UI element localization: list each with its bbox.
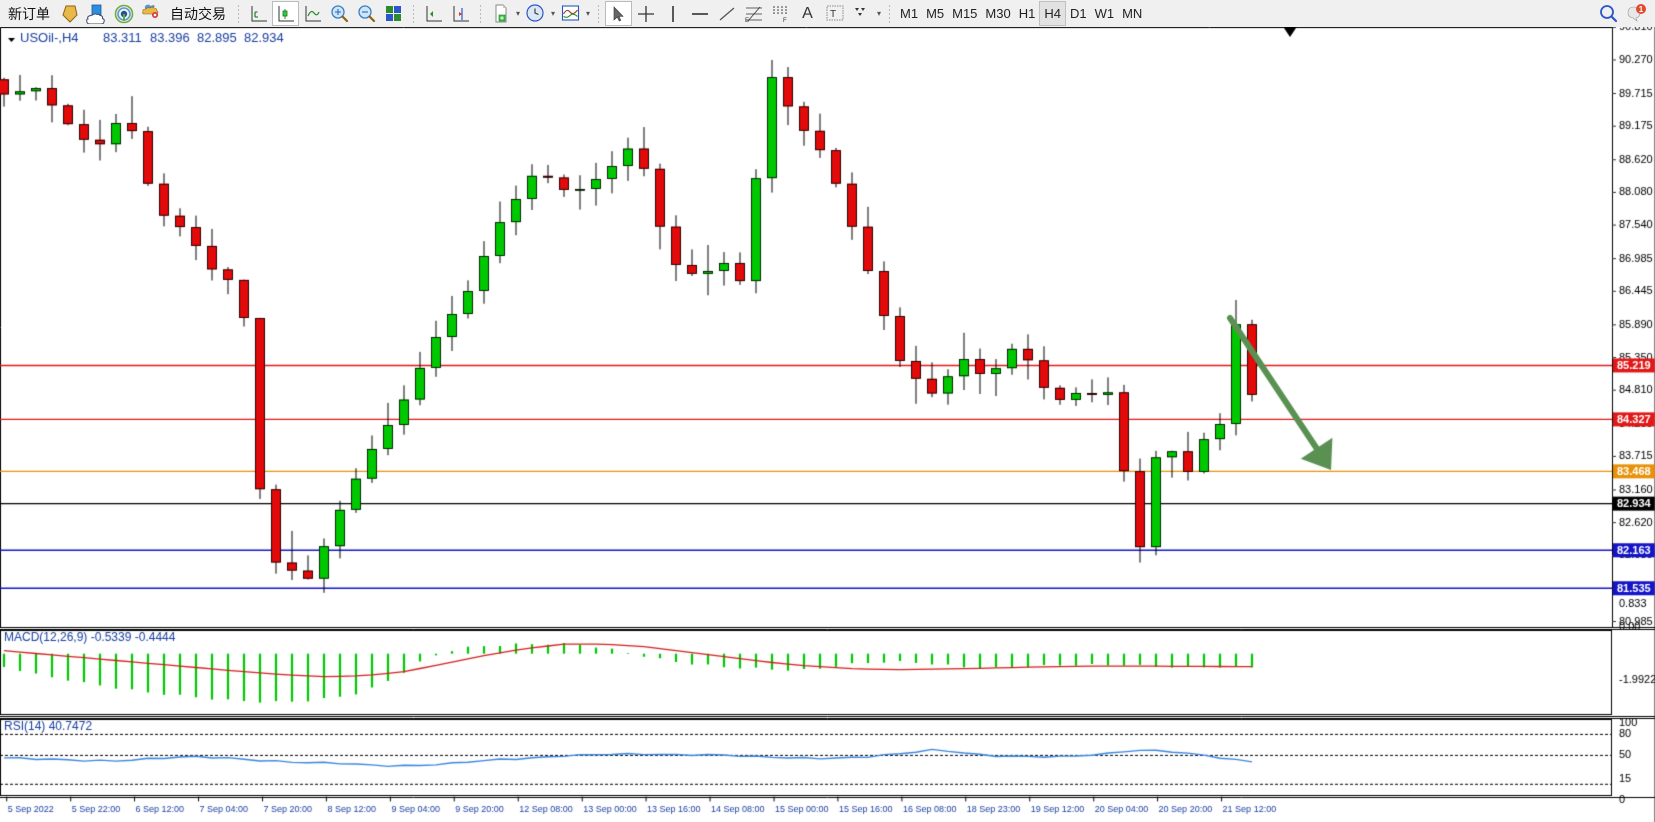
svg-text:T: T bbox=[830, 9, 836, 20]
svg-text:1: 1 bbox=[1638, 5, 1643, 14]
svg-text:E: E bbox=[745, 18, 749, 23]
svg-text:F: F bbox=[783, 18, 787, 23]
